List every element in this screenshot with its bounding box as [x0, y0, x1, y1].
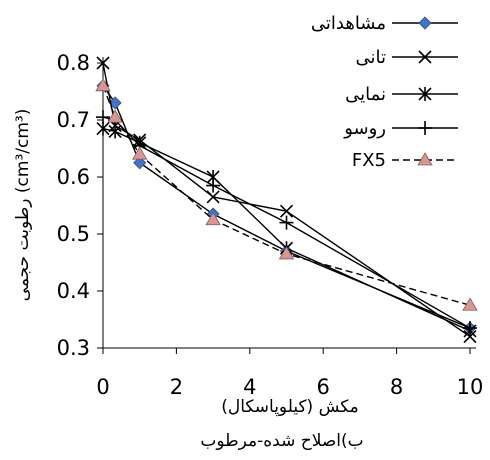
data-point	[132, 146, 148, 160]
x-tick-label: 6	[317, 375, 330, 399]
legend-marker	[418, 50, 432, 64]
y-tick-label: 0.3	[57, 336, 90, 360]
y-tick-label: 0.6	[57, 165, 90, 189]
legend-label: FX5	[352, 150, 386, 171]
legend-label: نمایی	[345, 84, 386, 105]
data-point	[133, 156, 147, 170]
data-point	[206, 190, 220, 204]
data-point	[205, 211, 221, 226]
legend-label: مشاهداتی	[311, 13, 386, 34]
legend-marker	[418, 87, 432, 101]
series-line	[102, 85, 471, 329]
legend: مشاهداتی تانی نمایی روسو FX5	[311, 13, 458, 171]
legend-label: روسو	[343, 118, 386, 139]
legend-item: تانی	[355, 47, 458, 68]
x-axis-ticks: 0 2 4 6 8 10	[96, 348, 483, 399]
y-tick-label: 0.5	[57, 222, 90, 246]
x-tick-label: 2	[170, 375, 183, 399]
data-point	[462, 297, 478, 311]
series-line	[102, 85, 471, 306]
data-point	[279, 204, 294, 218]
x-tick-label: 8	[390, 375, 403, 399]
series-1	[96, 79, 477, 335]
legend-item: روسو	[343, 118, 458, 139]
data-point	[107, 109, 123, 123]
x-tick-label: 0	[96, 375, 109, 399]
data-point	[278, 246, 295, 260]
x-tick-label: 4	[243, 375, 256, 399]
legend-label: تانی	[355, 47, 386, 68]
data-point	[206, 178, 221, 193]
legend-item: مشاهداتی	[311, 13, 458, 34]
series-layer	[95, 56, 478, 344]
x-axis-title: مکش (کیلوپاسکال)	[221, 397, 359, 417]
series-5	[95, 78, 478, 311]
data-point	[95, 78, 111, 92]
y-tick-label: 0.4	[57, 279, 90, 303]
legend-marker	[418, 16, 432, 30]
y-axis-ticks: 0.3 0.4 0.5 0.6 0.7 0.8	[57, 51, 103, 360]
series-line	[102, 127, 471, 332]
y-tick-label: 0.7	[57, 108, 90, 132]
legend-item: FX5	[352, 150, 458, 171]
legend-marker	[418, 121, 432, 135]
data-point	[96, 56, 110, 70]
y-tick-label: 0.8	[57, 51, 90, 75]
series-4	[96, 110, 477, 336]
data-point	[108, 96, 122, 110]
legend-marker	[417, 152, 433, 166]
y-axis-title: رطوبت حجمی (cm³/cm³)	[13, 109, 33, 302]
data-point	[96, 110, 110, 125]
chart-caption: ب)اصلاح شده-مرطوب	[200, 431, 363, 451]
data-point	[279, 215, 294, 230]
plot-area	[102, 57, 476, 349]
data-point	[463, 321, 477, 336]
series-line	[102, 62, 471, 338]
x-tick-label: 10	[457, 375, 484, 399]
legend-item: نمایی	[345, 84, 458, 105]
